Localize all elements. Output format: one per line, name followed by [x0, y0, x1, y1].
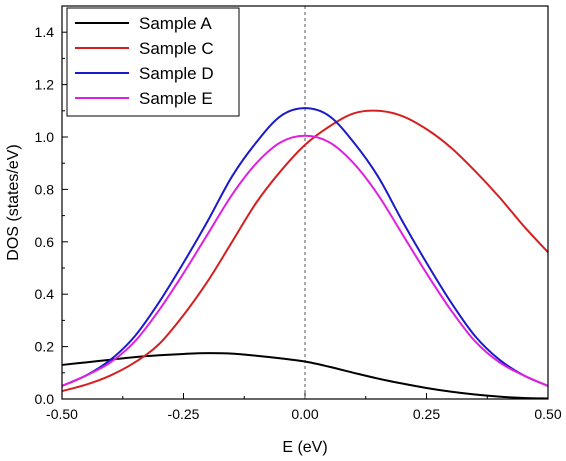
plot-frame	[61, 5, 549, 400]
y-tick-label: 1.0	[35, 129, 55, 145]
y-tick-label: 0.4	[35, 286, 55, 302]
x-axis-title: E (eV)	[282, 439, 327, 456]
y-tick-label: 1.4	[35, 24, 55, 40]
series-line-sample-d	[61, 107, 549, 387]
legend: Sample A Sample C Sample D Sample E	[66, 7, 240, 117]
x-tick-label: 0.25	[413, 406, 440, 422]
y-tick-label: 0.8	[35, 181, 55, 197]
x-tick-label: -0.25	[168, 406, 200, 422]
y-tick-label: 0.0	[35, 391, 55, 407]
y-tick-label: 1.2	[35, 77, 55, 93]
y-axis-title: DOS (states/eV)	[5, 144, 22, 260]
series-line-sample-e	[61, 134, 549, 387]
x-tick-label: 0.50	[534, 406, 561, 422]
y-tick-label: 0.2	[35, 339, 55, 355]
legend-label-sample-d: Sample D	[139, 64, 214, 83]
series-line-sample-c	[61, 109, 549, 393]
legend-label-sample-e: Sample E	[139, 89, 213, 108]
y-tick-label: 0.6	[35, 234, 55, 250]
series-layer	[61, 107, 549, 400]
x-tick-label: -0.50	[46, 406, 78, 422]
legend-label-sample-c: Sample C	[139, 39, 214, 58]
ticks-layer: -0.50 -0.25 0.00 0.25 0.50 0.0 0.2 0.4 0.6 0.8 1.0…	[35, 5, 562, 422]
x-tick-label: 0.00	[291, 406, 318, 422]
legend-label-sample-a: Sample A	[139, 14, 212, 33]
